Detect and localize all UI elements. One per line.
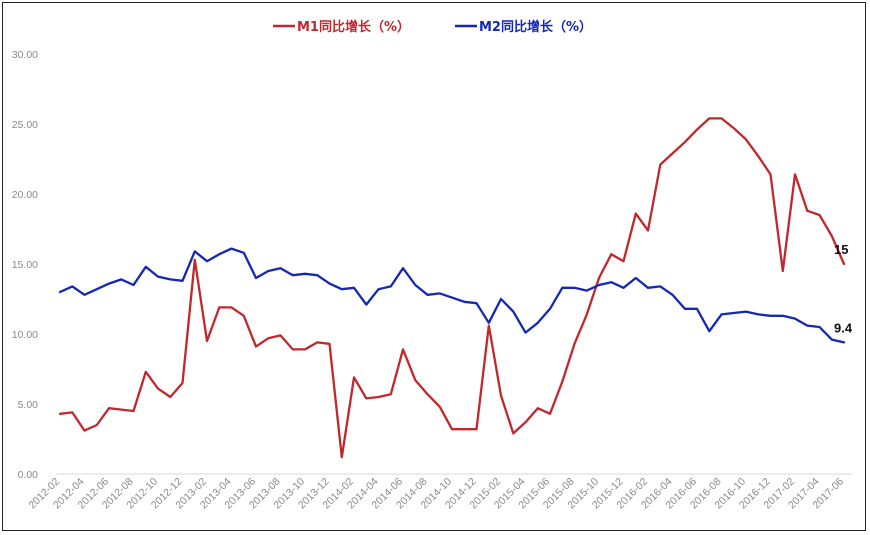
legend: M1同比增长（%） M2同比增长（%） — [273, 19, 592, 35]
series-layer — [58, 117, 846, 459]
y-tick-label: 0.00 — [18, 469, 39, 481]
end-value-label: 15 — [834, 242, 848, 257]
x-axis: 2012-022012-042012-062012-082012-102012-… — [26, 476, 846, 512]
y-tick-label: 15.00 — [12, 259, 38, 271]
y-tick-label: 30.00 — [12, 49, 38, 61]
legend-label-m1: M1同比增长（%） — [297, 19, 410, 35]
y-tick-label: 10.00 — [12, 329, 38, 341]
end-labels: 159.4 — [834, 242, 853, 335]
y-tick-label: 20.00 — [12, 189, 38, 201]
y-tick-label: 5.00 — [18, 399, 39, 411]
legend-label-m2: M2同比增长（%） — [479, 19, 592, 35]
end-value-label: 9.4 — [834, 320, 853, 335]
y-axis: 0.00 5.00 10.00 15.00 20.00 25.00 30.00 — [12, 49, 38, 481]
series-line-m2 — [58, 247, 846, 344]
y-tick-label: 25.00 — [12, 119, 38, 131]
series-line-m1 — [58, 117, 846, 459]
